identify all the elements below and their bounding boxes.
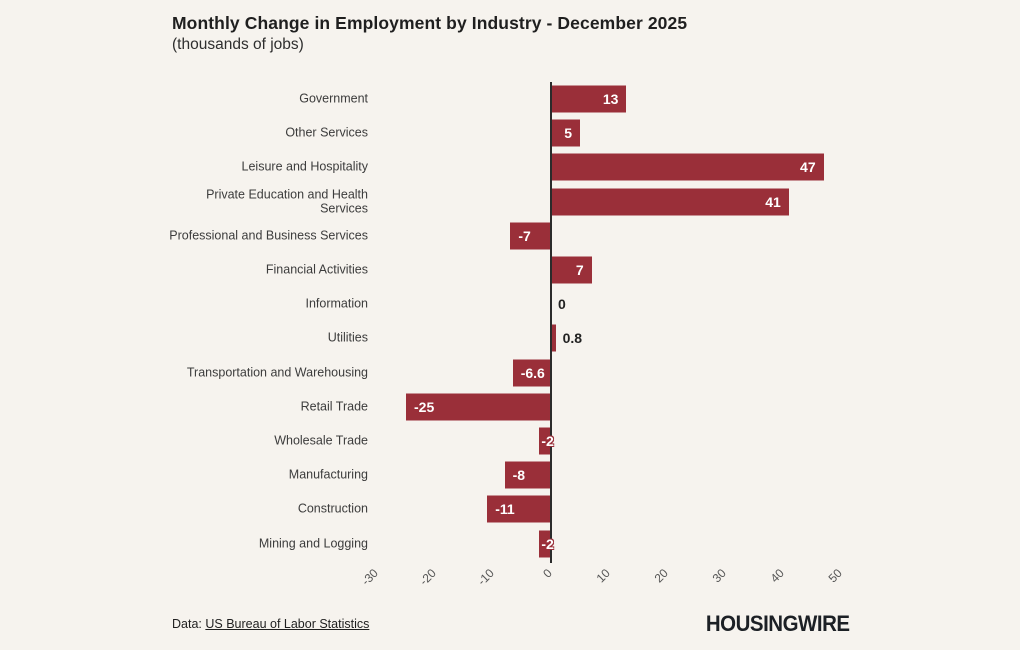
category-label: Other Services bbox=[285, 125, 368, 140]
bar-value-label: -8 bbox=[512, 467, 526, 484]
data-source-prefix: Data: bbox=[172, 617, 202, 631]
category-label: Information bbox=[305, 296, 368, 311]
bar bbox=[551, 324, 556, 352]
bar-value-label: 41 bbox=[765, 193, 781, 210]
bar bbox=[551, 119, 580, 147]
bar bbox=[551, 85, 627, 113]
category-label: Retail Trade bbox=[300, 399, 368, 414]
bar-value-label: -11 bbox=[495, 501, 515, 518]
zero-axis-line bbox=[550, 82, 552, 563]
bar-value-label: 7 bbox=[575, 262, 584, 278]
bar-value-label: 0 bbox=[558, 296, 566, 313]
category-label: Transportation and Warehousing bbox=[186, 365, 368, 380]
bar bbox=[551, 188, 789, 216]
bar bbox=[539, 530, 551, 558]
bar bbox=[487, 495, 551, 523]
data-source-link[interactable]: US Bureau of Labor Statistics bbox=[205, 617, 370, 631]
data-source: Data: US Bureau of Labor Statistics bbox=[172, 617, 369, 631]
bar-value-label: -2 bbox=[541, 433, 554, 449]
category-label: Construction bbox=[297, 502, 368, 517]
category-label: Leisure and Hospitality bbox=[241, 160, 368, 175]
bar-value-label: 5 bbox=[564, 125, 572, 142]
bar-value-label: 0.8 bbox=[562, 330, 583, 347]
bar-value-label: -7 bbox=[518, 227, 531, 244]
bar bbox=[551, 153, 824, 181]
bar-value-label: 13 bbox=[602, 91, 619, 107]
bar bbox=[539, 427, 551, 455]
bar-value-label: -6.6 bbox=[520, 364, 545, 381]
chart-header: Monthly Change in Employment by Industry… bbox=[172, 12, 687, 55]
bar-value-label: 47 bbox=[800, 159, 816, 176]
category-label: Professional and Business Services bbox=[169, 228, 368, 243]
category-label: Government bbox=[299, 91, 368, 106]
chart-subtitle: (thousands of jobs) bbox=[172, 35, 304, 53]
category-label: Utilities bbox=[327, 331, 368, 346]
category-label: Manufacturing bbox=[288, 467, 368, 482]
bar bbox=[504, 461, 551, 489]
housingwire-logo: HOUSINGWIRE bbox=[706, 611, 850, 636]
bar-value-label: -25 bbox=[414, 398, 435, 415]
category-label: Financial Activities bbox=[265, 262, 368, 277]
category-label: Wholesale Trade bbox=[274, 433, 368, 448]
chart-title: Monthly Change in Employment by Industry… bbox=[172, 13, 688, 33]
bar bbox=[551, 256, 592, 284]
bar bbox=[512, 359, 551, 387]
bar-value-label: -2 bbox=[541, 535, 554, 552]
category-label: Private Education and Health Services bbox=[206, 186, 368, 216]
footer: Data: US Bureau of Labor Statistics HOUS… bbox=[172, 610, 850, 638]
bar bbox=[406, 393, 551, 421]
bar bbox=[510, 222, 551, 250]
category-label: Mining and Logging bbox=[258, 536, 368, 551]
